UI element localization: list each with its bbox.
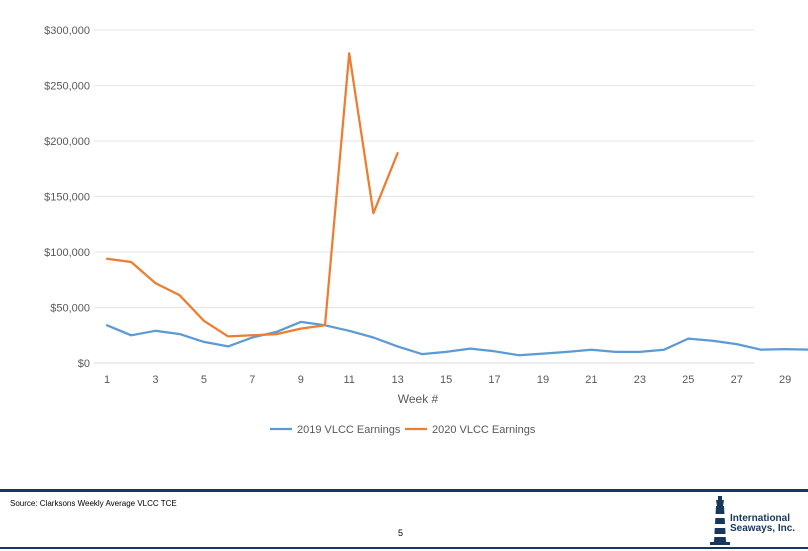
y-tick-label: $0 bbox=[78, 358, 90, 370]
x-tick-label: 25 bbox=[682, 374, 694, 386]
x-tick-label: 9 bbox=[298, 374, 304, 386]
x-tick-label: 1 bbox=[104, 374, 110, 386]
x-tick-label: 21 bbox=[585, 374, 597, 386]
y-tick-label: $300,000 bbox=[44, 25, 90, 37]
x-tick-label: 17 bbox=[488, 374, 500, 386]
y-tick-label: $100,000 bbox=[44, 247, 90, 259]
x-tick-label: 5 bbox=[201, 374, 207, 386]
footer-bottom-line bbox=[0, 547, 808, 549]
x-tick-label: 13 bbox=[392, 374, 404, 386]
y-tick-label: $250,000 bbox=[44, 81, 90, 93]
y-tick-label: $50,000 bbox=[50, 303, 90, 315]
x-tick-label: 19 bbox=[537, 374, 549, 386]
legend-label: 2020 VLCC Earnings bbox=[432, 424, 536, 436]
logo-text-line2: Seaways, Inc. bbox=[730, 523, 796, 534]
x-axis-title: Week # bbox=[398, 392, 439, 406]
x-axis-ticks: 1357911131517192123252729313335373941434… bbox=[104, 374, 791, 386]
series-line-2 bbox=[105, 52, 399, 338]
line-chart: $0 $50,000 $100,000 $150,000 $200,000 $250,00… bbox=[44, 25, 808, 436]
lighthouse-icon bbox=[710, 496, 730, 545]
x-tick-label: 29 bbox=[779, 374, 791, 386]
x-tick-label: 7 bbox=[249, 374, 255, 386]
x-tick-label: 23 bbox=[634, 374, 646, 386]
y-tick-label: $150,000 bbox=[44, 192, 90, 204]
series-line-1 bbox=[105, 320, 808, 357]
footer-divider bbox=[0, 489, 808, 492]
legend-label: 2019 VLCC Earnings bbox=[297, 424, 401, 436]
x-tick-label: 11 bbox=[343, 374, 354, 386]
x-tick-label: 27 bbox=[731, 374, 743, 386]
y-tick-label: $200,000 bbox=[44, 136, 90, 148]
source-note: Source: Clarksons Weekly Average VLCC TC… bbox=[10, 499, 177, 508]
grid-lines bbox=[94, 29, 754, 308]
y-axis-ticks: $0 $50,000 $100,000 $150,000 $200,000 $250,00… bbox=[44, 25, 90, 370]
series-lines bbox=[105, 52, 808, 357]
x-tick-label: 15 bbox=[440, 374, 452, 386]
page-number: 5 bbox=[398, 528, 404, 538]
x-tick-label: 3 bbox=[152, 374, 158, 386]
logo-text-line1: International bbox=[730, 513, 791, 524]
company-logo: International Seaways, Inc. bbox=[708, 494, 804, 546]
legend: 2019 VLCC Earnings 2020 VLCC Earnings bbox=[270, 424, 536, 436]
logo-text: International Seaways, Inc. bbox=[730, 514, 795, 534]
